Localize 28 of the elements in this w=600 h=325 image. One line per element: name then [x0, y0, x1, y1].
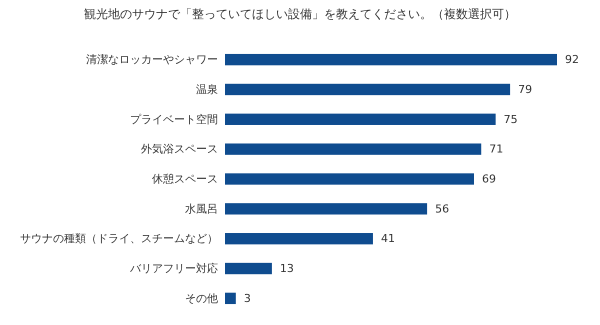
y-tick-label: プライベート空間: [130, 112, 218, 126]
y-tick-label: その他: [185, 292, 218, 305]
bar: [225, 233, 373, 244]
y-tick-label: 温泉: [196, 82, 218, 96]
bar: [225, 173, 474, 185]
bar: [225, 114, 496, 125]
data-label: 79: [518, 82, 532, 96]
data-label: 13: [280, 262, 294, 276]
bar: [225, 54, 557, 66]
bar: [225, 143, 482, 155]
chart-title: 観光地のサウナで「整っていてほしい設備」を教えてください。（複数選択可）: [84, 7, 516, 21]
y-tick-label: バリアフリー対応: [129, 262, 218, 276]
data-label: 92: [565, 53, 579, 66]
y-tick-label: サウナの種類（ドライ、スチームなど）: [20, 232, 218, 246]
bar: [225, 203, 428, 215]
data-label: 3: [244, 292, 251, 305]
y-tick-label: 水風呂: [185, 202, 218, 216]
bar: [225, 292, 236, 304]
y-tick-label: 外気浴スペース: [141, 142, 218, 156]
data-label: 41: [380, 232, 395, 246]
data-label: 56: [435, 202, 450, 216]
bar: [225, 84, 510, 96]
data-label: 69: [482, 172, 496, 186]
bar: [225, 262, 272, 274]
y-tick-label: 清潔なロッカーやシャワー: [86, 53, 218, 66]
data-label: 71: [489, 142, 504, 156]
data-label: 75: [504, 112, 518, 126]
y-tick-label: 休憩スペース: [152, 172, 218, 186]
